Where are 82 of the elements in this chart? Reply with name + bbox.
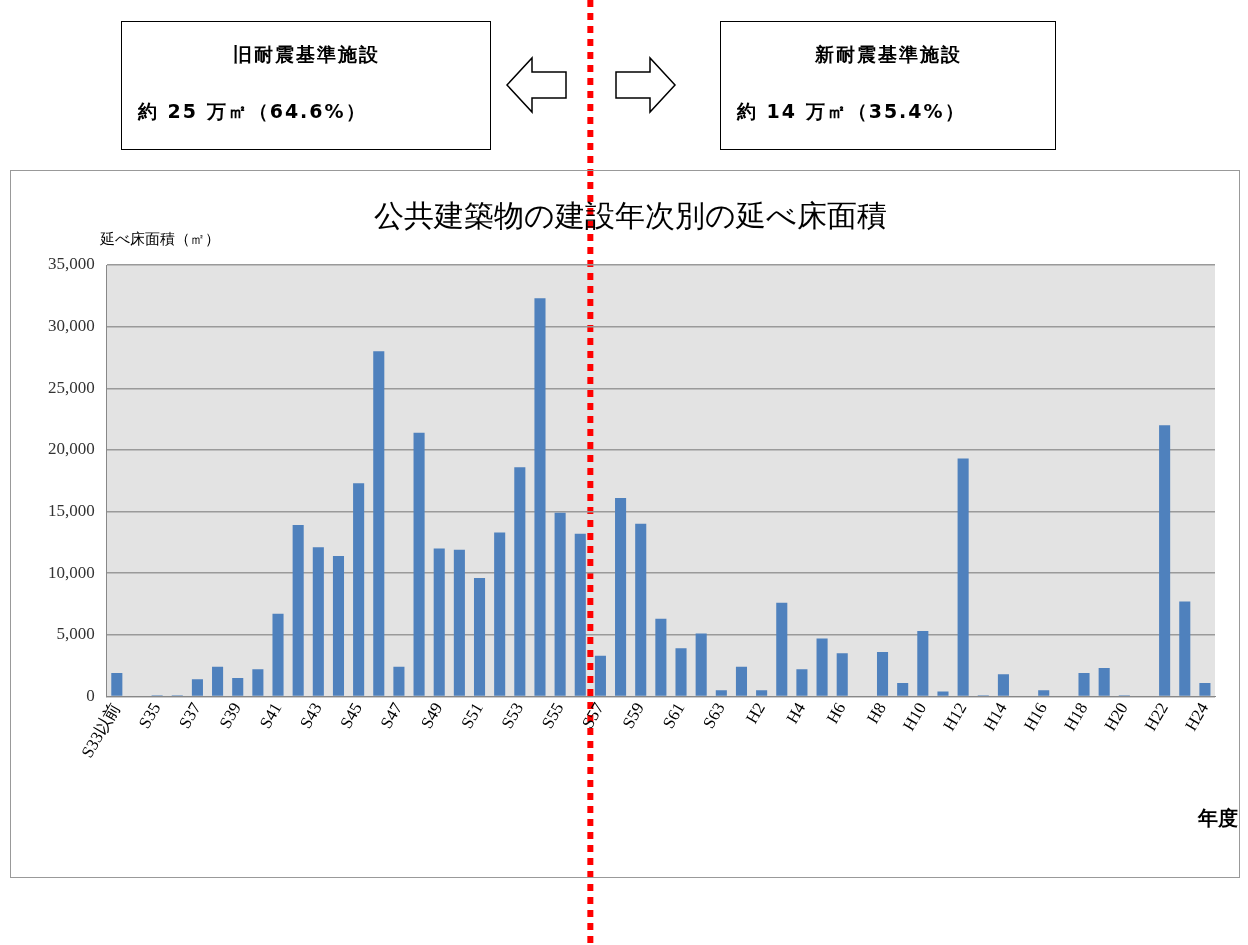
y-tick-label: 10,000 bbox=[48, 562, 95, 582]
x-tick-label: S55 bbox=[537, 699, 568, 732]
bar bbox=[554, 512, 566, 696]
bar bbox=[191, 679, 203, 696]
x-tick-label: S53 bbox=[497, 699, 528, 732]
bar bbox=[655, 618, 667, 696]
text: 約 14 万㎡（35.4%） bbox=[737, 99, 966, 124]
x-tick-label: H4 bbox=[782, 698, 810, 727]
bar bbox=[534, 298, 546, 696]
text: 旧耐震基準施設 bbox=[231, 42, 381, 67]
bar bbox=[332, 555, 345, 696]
bar bbox=[937, 691, 949, 696]
bar bbox=[1038, 690, 1050, 696]
bar bbox=[756, 690, 768, 696]
y-tick-label: 20,000 bbox=[48, 439, 95, 459]
text: 約 25 万㎡（64.6%） bbox=[138, 99, 367, 124]
x-tick-label: S61 bbox=[658, 699, 689, 732]
bar bbox=[473, 578, 486, 696]
y-axis-title: 延べ床面積（㎡） bbox=[99, 230, 220, 249]
bar bbox=[796, 669, 808, 696]
bar bbox=[413, 432, 425, 696]
x-tick-label: S39 bbox=[215, 699, 246, 732]
bar bbox=[997, 674, 1009, 696]
x-tick-label: S49 bbox=[416, 699, 447, 732]
bar bbox=[876, 652, 889, 696]
x-tick-label: S57 bbox=[578, 699, 608, 732]
bar bbox=[957, 458, 969, 696]
y-tick-label: 25,000 bbox=[48, 377, 95, 397]
y-tick-label: 0 bbox=[86, 685, 95, 705]
bar bbox=[1098, 668, 1110, 696]
bar bbox=[272, 613, 284, 696]
bar bbox=[232, 677, 244, 696]
bar bbox=[897, 682, 909, 696]
chart-title: 公共建築物の建設年次別の延べ床面積 bbox=[373, 197, 887, 233]
bar bbox=[312, 547, 324, 696]
bar bbox=[1159, 425, 1171, 696]
x-tick-label: H6 bbox=[822, 699, 850, 727]
bar bbox=[635, 523, 647, 696]
bar bbox=[212, 666, 224, 696]
y-tick-label: 30,000 bbox=[48, 316, 95, 336]
x-axis-title: 年度 bbox=[1197, 806, 1238, 831]
bar bbox=[735, 666, 748, 696]
x-tick-label: S45 bbox=[336, 699, 366, 732]
bar bbox=[494, 532, 506, 696]
bar bbox=[836, 653, 848, 696]
bar bbox=[816, 638, 828, 696]
bar bbox=[1199, 682, 1211, 696]
x-tick-label: H14 bbox=[979, 698, 1012, 735]
bar bbox=[292, 525, 304, 696]
bar bbox=[453, 549, 465, 696]
bar bbox=[393, 666, 405, 696]
x-tick-label: H2 bbox=[742, 699, 769, 727]
x-tick-label: S51 bbox=[457, 699, 487, 732]
bar bbox=[433, 548, 445, 696]
bar bbox=[1179, 601, 1191, 696]
x-tick-label: S43 bbox=[295, 699, 326, 732]
bar bbox=[574, 533, 586, 696]
bar bbox=[111, 673, 123, 696]
x-tick-label: S41 bbox=[255, 699, 286, 732]
x-tick-label: S37 bbox=[175, 699, 205, 732]
bar bbox=[715, 690, 727, 696]
x-tick-label: H8 bbox=[863, 699, 890, 727]
bar bbox=[1078, 673, 1090, 696]
bar bbox=[615, 497, 627, 696]
bar bbox=[594, 655, 606, 696]
bar bbox=[514, 467, 526, 696]
bar bbox=[917, 631, 929, 696]
bar bbox=[695, 633, 707, 696]
bar bbox=[373, 351, 385, 696]
x-tick-label: S47 bbox=[376, 699, 407, 732]
x-tick-label: S63 bbox=[698, 699, 729, 732]
bar bbox=[353, 483, 365, 696]
bar bbox=[252, 669, 264, 696]
x-tick-label: S59 bbox=[618, 699, 649, 732]
bar bbox=[675, 648, 687, 696]
bar bbox=[776, 602, 788, 696]
x-tick-label: S35 bbox=[134, 699, 165, 732]
y-tick-label: 35,000 bbox=[48, 254, 95, 274]
x-tick-label: H22 bbox=[1140, 699, 1172, 735]
y-tick-label: 5,000 bbox=[56, 624, 95, 644]
y-tick-label: 15,000 bbox=[48, 501, 95, 521]
text: 新耐震基準施設 bbox=[813, 42, 963, 67]
